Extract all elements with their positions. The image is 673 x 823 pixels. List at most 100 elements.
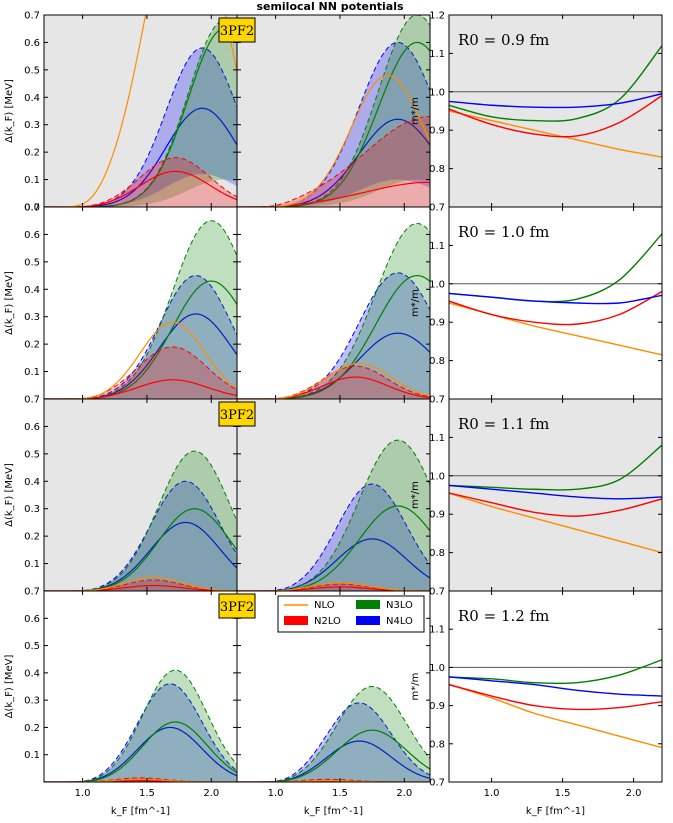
gap-panel-series — [237, 222, 430, 399]
badge-box — [218, 401, 256, 427]
gap-y-tick-label: 0.7 — [24, 587, 40, 598]
mass-y-tick-label: 1.0 — [429, 663, 445, 674]
gap-panel-series — [44, 450, 237, 591]
legend-label: N3LO — [386, 600, 413, 611]
gap-y-tick-label: 0.7 — [24, 395, 40, 406]
n3lo-band — [237, 15, 430, 207]
mass-y-tick-label: 1.1 — [429, 49, 445, 60]
n4lo-band — [44, 47, 237, 207]
mass-y-axis-label: m*/m — [410, 673, 421, 701]
r0-label: R0 = 1.0 fm — [458, 223, 549, 241]
nlo-line — [44, 15, 237, 207]
mass-y-tick-label: 0.9 — [429, 510, 445, 521]
x-axis-label: k_F [fm^-1] — [526, 806, 585, 817]
gap-y-tick-label: 0.1 — [24, 750, 40, 761]
mass-y-axis-label: m*/m — [410, 97, 421, 125]
badge-box — [218, 17, 256, 43]
n4lo-mass-line — [449, 93, 662, 109]
mass-y-tick-label: 0.7 — [429, 778, 445, 789]
gap-y-tick-label: 0.1 — [24, 175, 40, 186]
mass-y-tick-label: 0.8 — [429, 548, 445, 559]
mass-y-tick-label: 1.1 — [429, 433, 445, 444]
n2lo-band — [44, 157, 237, 207]
gap-y-tick-label: 0.4 — [24, 668, 40, 679]
n4lo-band — [44, 275, 237, 399]
mass-y-tick-label: 0.7 — [429, 395, 445, 406]
gap-y-axis-label: Δ(k_F) [MeV] — [4, 463, 15, 527]
legend-frame — [277, 595, 425, 633]
mass-y-tick-label: 1.0 — [429, 87, 445, 98]
gap-y-tick-label: 0.2 — [24, 532, 40, 543]
gap-y-tick-label: 0.3 — [24, 504, 40, 515]
mass-panel-series — [449, 444, 662, 554]
r0-label: R0 = 0.9 fm — [458, 31, 549, 49]
n2lo-mass-line — [449, 95, 662, 138]
n4lo-band — [44, 683, 237, 782]
x-tick-label: 1.5 — [332, 788, 348, 799]
gap-panel-series — [237, 685, 430, 782]
legend-swatch-box — [284, 616, 308, 625]
gap-y-tick-label: 0.2 — [24, 723, 40, 734]
nlo-mass-line — [449, 110, 662, 158]
n2lo-mass-line — [449, 683, 662, 711]
x-tick-label: 2.0 — [203, 788, 219, 799]
badge-label: 3PF2 — [220, 408, 254, 423]
x-tick-label: 1.0 — [484, 788, 500, 799]
gap-panel-series — [44, 669, 237, 782]
gap-y-tick-label: 0.1 — [24, 367, 40, 378]
n2lo-band — [44, 777, 237, 782]
n2lo-band — [237, 366, 430, 399]
badge-box — [218, 593, 256, 619]
x-tick-label: 1.0 — [75, 788, 91, 799]
n2lo-mass-line — [449, 290, 662, 326]
mass-y-tick-label: 0.7 — [429, 587, 445, 598]
gap-y-tick-label: 0.7 — [24, 11, 40, 22]
mass-y-tick-label: 1.1 — [429, 625, 445, 636]
r0-label: R0 = 1.2 fm — [458, 607, 549, 625]
gap-y-tick-label: 0.0 — [24, 203, 40, 214]
mass-y-tick-label: 1.1 — [429, 241, 445, 252]
n3lo-band — [237, 223, 430, 399]
gap-panel-series — [44, 220, 237, 399]
panel-bg-grey — [237, 399, 430, 591]
mass-y-axis-label: m*/m — [410, 481, 421, 509]
gap-y-tick-label: 0.6 — [24, 230, 40, 241]
x-tick-label: 1.5 — [139, 788, 155, 799]
n3lo-mass-line — [449, 659, 662, 685]
figure-title: semilocal NN potentials — [256, 0, 404, 13]
panel-frame — [236, 590, 431, 783]
legend: NLO N3LO N2LO N4LO — [277, 595, 425, 633]
gap-y-tick-label: 0.6 — [24, 422, 40, 433]
x-axis-label: k_F [fm^-1] — [111, 806, 170, 817]
gap-y-tick-label: 0.4 — [24, 285, 40, 296]
mass-y-tick-label: 0.9 — [429, 701, 445, 712]
n3lo-band — [44, 20, 237, 207]
gap-y-tick-label: 0.5 — [24, 449, 40, 460]
n3lo-mass-line — [449, 444, 662, 491]
mass-panel-series — [449, 659, 662, 749]
mass-y-axis-label: m*/m — [410, 289, 421, 317]
n4lo-band — [237, 42, 430, 207]
legend-swatch-box — [356, 616, 380, 625]
panel-bg-grey — [449, 15, 662, 207]
n2lo-band — [44, 346, 237, 399]
x-axis-label: k_F [fm^-1] — [304, 806, 363, 817]
nlo-mass-line — [449, 302, 662, 356]
x-tick-label: 1.5 — [555, 788, 571, 799]
nlo-mass-line — [449, 683, 662, 749]
x-tick-label: 2.0 — [396, 788, 412, 799]
n4lo-band — [44, 481, 237, 591]
mass-y-tick-label: 0.8 — [429, 739, 445, 750]
n4lo-band — [237, 484, 430, 591]
gap-y-axis-label: Δ(k_F) [MeV] — [4, 271, 15, 335]
mass-y-tick-label: 0.9 — [429, 318, 445, 329]
n3lo-band — [44, 670, 237, 782]
legend-label: N4LO — [386, 616, 413, 627]
panel-bg-grey — [237, 15, 430, 207]
legend-swatch-box — [356, 600, 380, 609]
mass-y-tick-label: 1.2 — [429, 11, 445, 22]
n3lo-band — [237, 686, 430, 782]
gap-y-tick-label: 0.3 — [24, 120, 40, 131]
mass-panel-series — [449, 233, 662, 356]
